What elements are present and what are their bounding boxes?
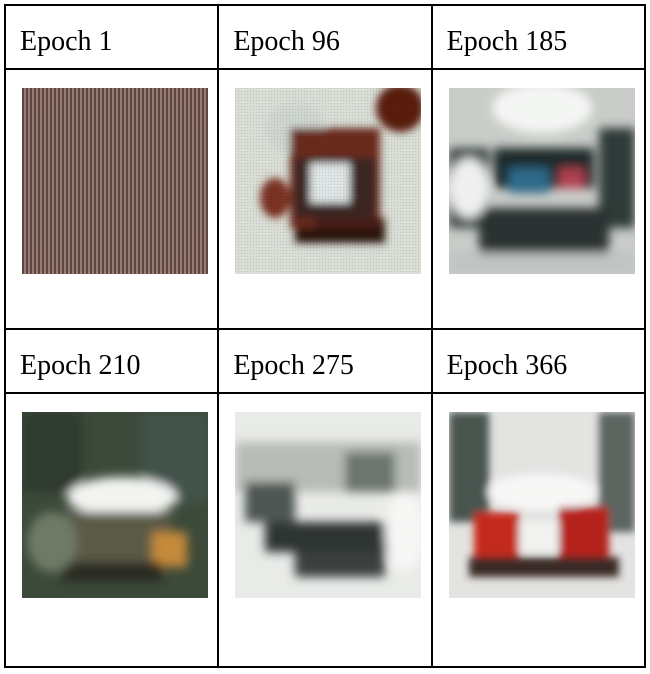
generated-image-epoch-275 xyxy=(235,412,422,599)
image-cell xyxy=(3,392,220,668)
label-cell: Epoch 96 xyxy=(217,3,433,71)
generated-image-epoch-185 xyxy=(448,88,635,275)
generated-image-epoch-210 xyxy=(22,412,208,599)
image-cell xyxy=(430,392,647,668)
generated-image-epoch-366 xyxy=(448,412,635,599)
label-cell: Epoch 275 xyxy=(217,327,433,395)
epoch-label: Epoch 210 xyxy=(20,349,141,381)
header-row-1: Epoch 1 Epoch 96 Epoch 185 xyxy=(3,3,647,71)
label-cell: Epoch 210 xyxy=(3,327,220,395)
epoch-label: Epoch 275 xyxy=(233,349,354,381)
label-cell: Epoch 366 xyxy=(430,327,647,395)
label-cell: Epoch 1 xyxy=(3,3,220,71)
label-cell: Epoch 185 xyxy=(430,3,647,71)
epoch-label: Epoch 1 xyxy=(20,26,113,57)
image-cell xyxy=(217,68,433,330)
header-row-2: Epoch 210 Epoch 275 Epoch 366 xyxy=(3,327,647,395)
image-cell xyxy=(217,392,433,668)
image-cell xyxy=(430,68,647,330)
image-row-2 xyxy=(3,392,647,668)
epoch-samples-table: Epoch 1 Epoch 96 Epoch 185 xyxy=(3,3,647,668)
epoch-label: Epoch 96 xyxy=(233,26,340,57)
image-cell xyxy=(3,68,220,330)
image-row-1 xyxy=(3,68,647,330)
epoch-label: Epoch 366 xyxy=(446,349,568,381)
generated-image-epoch-1 xyxy=(22,88,208,275)
epoch-label: Epoch 185 xyxy=(446,26,568,57)
generated-image-epoch-96 xyxy=(235,88,422,275)
